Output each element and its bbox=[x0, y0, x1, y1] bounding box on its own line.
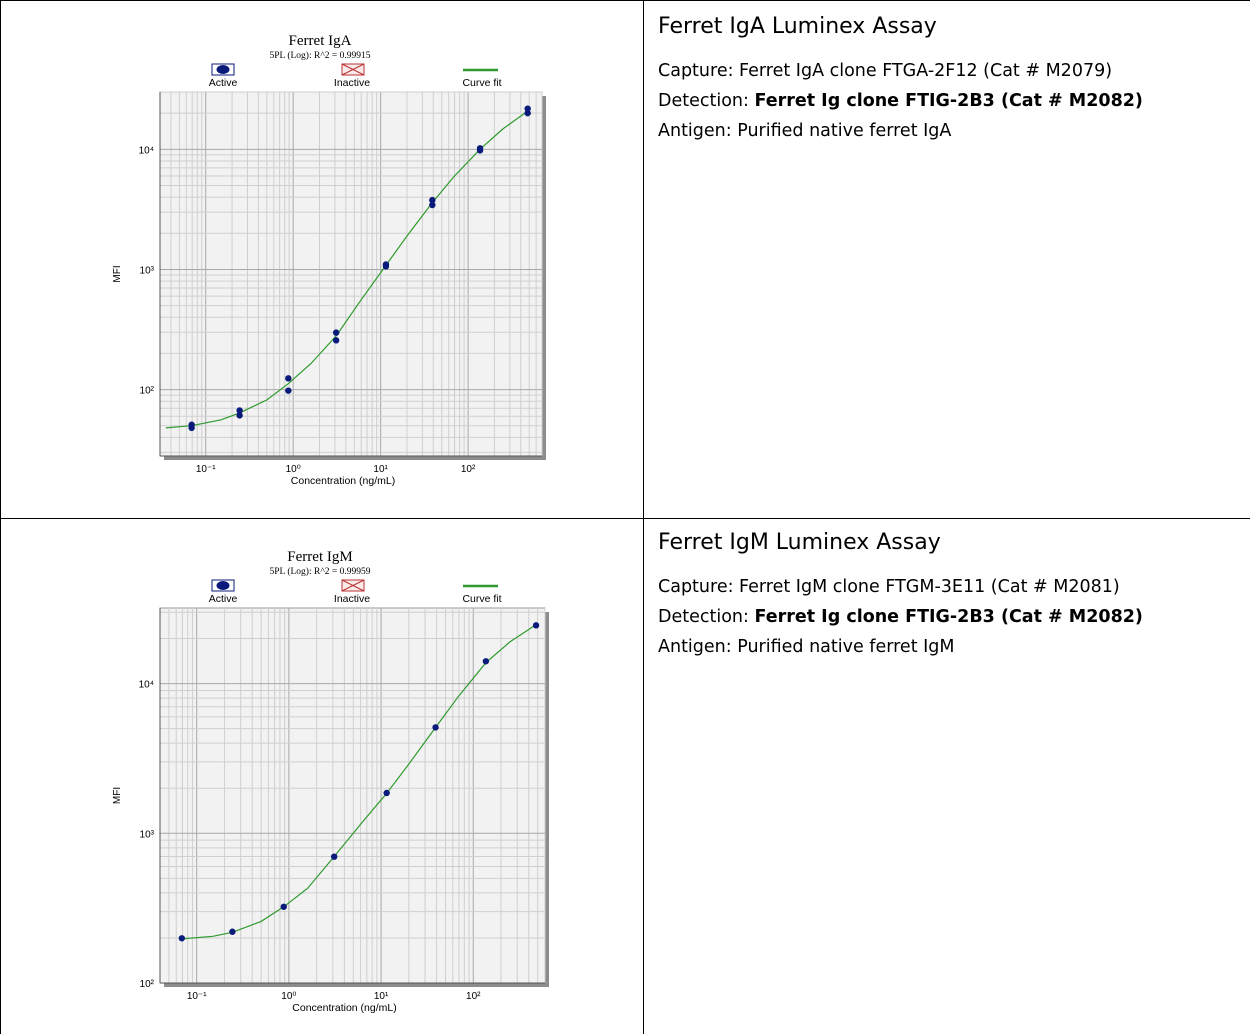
iga-assay-info: Ferret IgA Luminex Assay Capture: Ferret… bbox=[658, 14, 1143, 151]
data-point bbox=[229, 928, 236, 935]
data-point bbox=[429, 201, 436, 209]
x-axis-label: Concentration (ng/mL) bbox=[291, 475, 395, 487]
x-tick-label: 10¹ bbox=[374, 991, 389, 1002]
legend-inactive-label: Inactive bbox=[334, 593, 370, 605]
data-point bbox=[332, 337, 340, 344]
iga-chart-cell: Ferret IgA 5PL (Log): R^2 = 0.99915 Active… bbox=[100, 28, 560, 498]
data-point bbox=[429, 196, 436, 204]
legend-curve-label: Curve fit bbox=[462, 593, 501, 605]
data-point bbox=[524, 109, 531, 117]
y-axis-label: MFI bbox=[112, 787, 123, 804]
y-tick-label: 10² bbox=[140, 979, 155, 990]
detection-label: Detection: bbox=[658, 91, 755, 111]
x-tick-label: 10⁰ bbox=[286, 464, 301, 475]
table-row-divider bbox=[0, 518, 1250, 519]
table-border-top bbox=[0, 0, 1250, 1]
legend-active-marker bbox=[216, 65, 230, 74]
detection-label: Detection: bbox=[658, 607, 755, 627]
legend-active-label: Active bbox=[209, 593, 238, 605]
data-point bbox=[178, 935, 186, 942]
y-axis-label: MFI bbox=[112, 265, 123, 282]
curve-fit-line bbox=[165, 110, 529, 429]
legend-inactive-label: Inactive bbox=[334, 77, 370, 89]
x-tick-label: 10⁻¹ bbox=[196, 464, 216, 475]
y-tick-label: 10³ bbox=[140, 829, 155, 840]
data-point bbox=[476, 147, 484, 154]
data-point bbox=[236, 407, 243, 414]
data-point bbox=[285, 375, 292, 382]
data-point bbox=[432, 724, 439, 731]
x-tick-label: 10¹ bbox=[373, 464, 388, 475]
grid-lines bbox=[159, 91, 543, 456]
data-point bbox=[532, 622, 540, 629]
table-border-left bbox=[0, 0, 1, 1034]
data-point bbox=[382, 263, 390, 270]
detection-value: Ferret Ig clone FTIG-2B3 (Cat # M2082) bbox=[754, 91, 1143, 111]
capture-label: Capture: bbox=[658, 61, 740, 81]
antigen-label: Antigen: bbox=[658, 121, 738, 141]
capture-label: Capture: bbox=[658, 577, 740, 597]
y-tick-label: 10⁴ bbox=[139, 145, 154, 156]
igm-assay-info: Ferret IgM Luminex Assay Capture: Ferret… bbox=[658, 530, 1143, 667]
data-point bbox=[332, 329, 340, 336]
data-point bbox=[383, 789, 390, 797]
x-tick-label: 10² bbox=[461, 464, 476, 475]
legend-active-marker bbox=[216, 581, 230, 590]
chart-legend: Active Inactive Curve fit bbox=[209, 63, 502, 89]
chart-title: Ferret IgM bbox=[287, 549, 352, 565]
data-point bbox=[236, 412, 243, 419]
igm-chart-cell: Ferret IgM 5PL (Log): R^2 = 0.99959 Active… bbox=[100, 544, 560, 1024]
detection-line: Detection: Ferret Ig clone FTIG-2B3 (Cat… bbox=[658, 607, 1143, 627]
curve-fit-line bbox=[181, 624, 537, 940]
capture-value: Ferret IgA clone FTGA-2F12 (Cat # M2079) bbox=[739, 61, 1113, 81]
x-tick-label: 10² bbox=[466, 991, 481, 1002]
chart-subtitle: 5PL (Log): R^2 = 0.99959 bbox=[269, 566, 370, 577]
chart-title: Ferret IgA bbox=[289, 33, 352, 49]
table-column-divider bbox=[643, 0, 644, 1034]
antigen-value: Purified native ferret IgM bbox=[737, 637, 955, 657]
antigen-value: Purified native ferret IgA bbox=[737, 121, 952, 141]
data-point bbox=[280, 903, 287, 910]
data-point bbox=[188, 424, 195, 432]
capture-line: Capture: Ferret IgA clone FTGA-2F12 (Cat… bbox=[658, 61, 1143, 81]
detection-line: Detection: Ferret Ig clone FTIG-2B3 (Cat… bbox=[658, 91, 1143, 111]
legend-curve-label: Curve fit bbox=[462, 77, 501, 89]
chart-legend: Active Inactive Curve fit bbox=[209, 579, 502, 605]
antigen-label: Antigen: bbox=[658, 637, 738, 657]
assay-title: Ferret IgA Luminex Assay bbox=[658, 14, 937, 39]
assay-title: Ferret IgM Luminex Assay bbox=[658, 530, 941, 555]
data-point bbox=[482, 658, 490, 665]
capture-line: Capture: Ferret IgM clone FTGM-3E11 (Cat… bbox=[658, 577, 1143, 597]
data-point bbox=[285, 387, 292, 394]
chart-subtitle: 5PL (Log): R^2 = 0.99915 bbox=[269, 50, 370, 61]
x-tick-label: 10⁰ bbox=[281, 991, 296, 1002]
antigen-line: Antigen: Purified native ferret IgA bbox=[658, 121, 1143, 141]
y-tick-label: 10⁴ bbox=[139, 680, 154, 691]
legend-inactive-cross-b bbox=[341, 63, 365, 76]
data-point bbox=[330, 853, 338, 860]
plot-area bbox=[159, 607, 546, 984]
y-tick-label: 10² bbox=[140, 386, 155, 397]
detection-value: Ferret Ig clone FTIG-2B3 (Cat # M2082) bbox=[754, 607, 1143, 627]
x-tick-label: 10⁻¹ bbox=[187, 991, 207, 1002]
data-point bbox=[524, 105, 531, 112]
y-tick-label: 10³ bbox=[140, 265, 155, 276]
capture-value: Ferret IgM clone FTGM-3E11 (Cat # M2081) bbox=[739, 577, 1120, 597]
grid-lines bbox=[159, 608, 546, 984]
antigen-line: Antigen: Purified native ferret IgM bbox=[658, 637, 1143, 657]
legend-inactive-cross-b bbox=[341, 579, 365, 592]
legend-active-label: Active bbox=[209, 77, 238, 89]
x-axis-label: Concentration (ng/mL) bbox=[292, 1002, 396, 1014]
